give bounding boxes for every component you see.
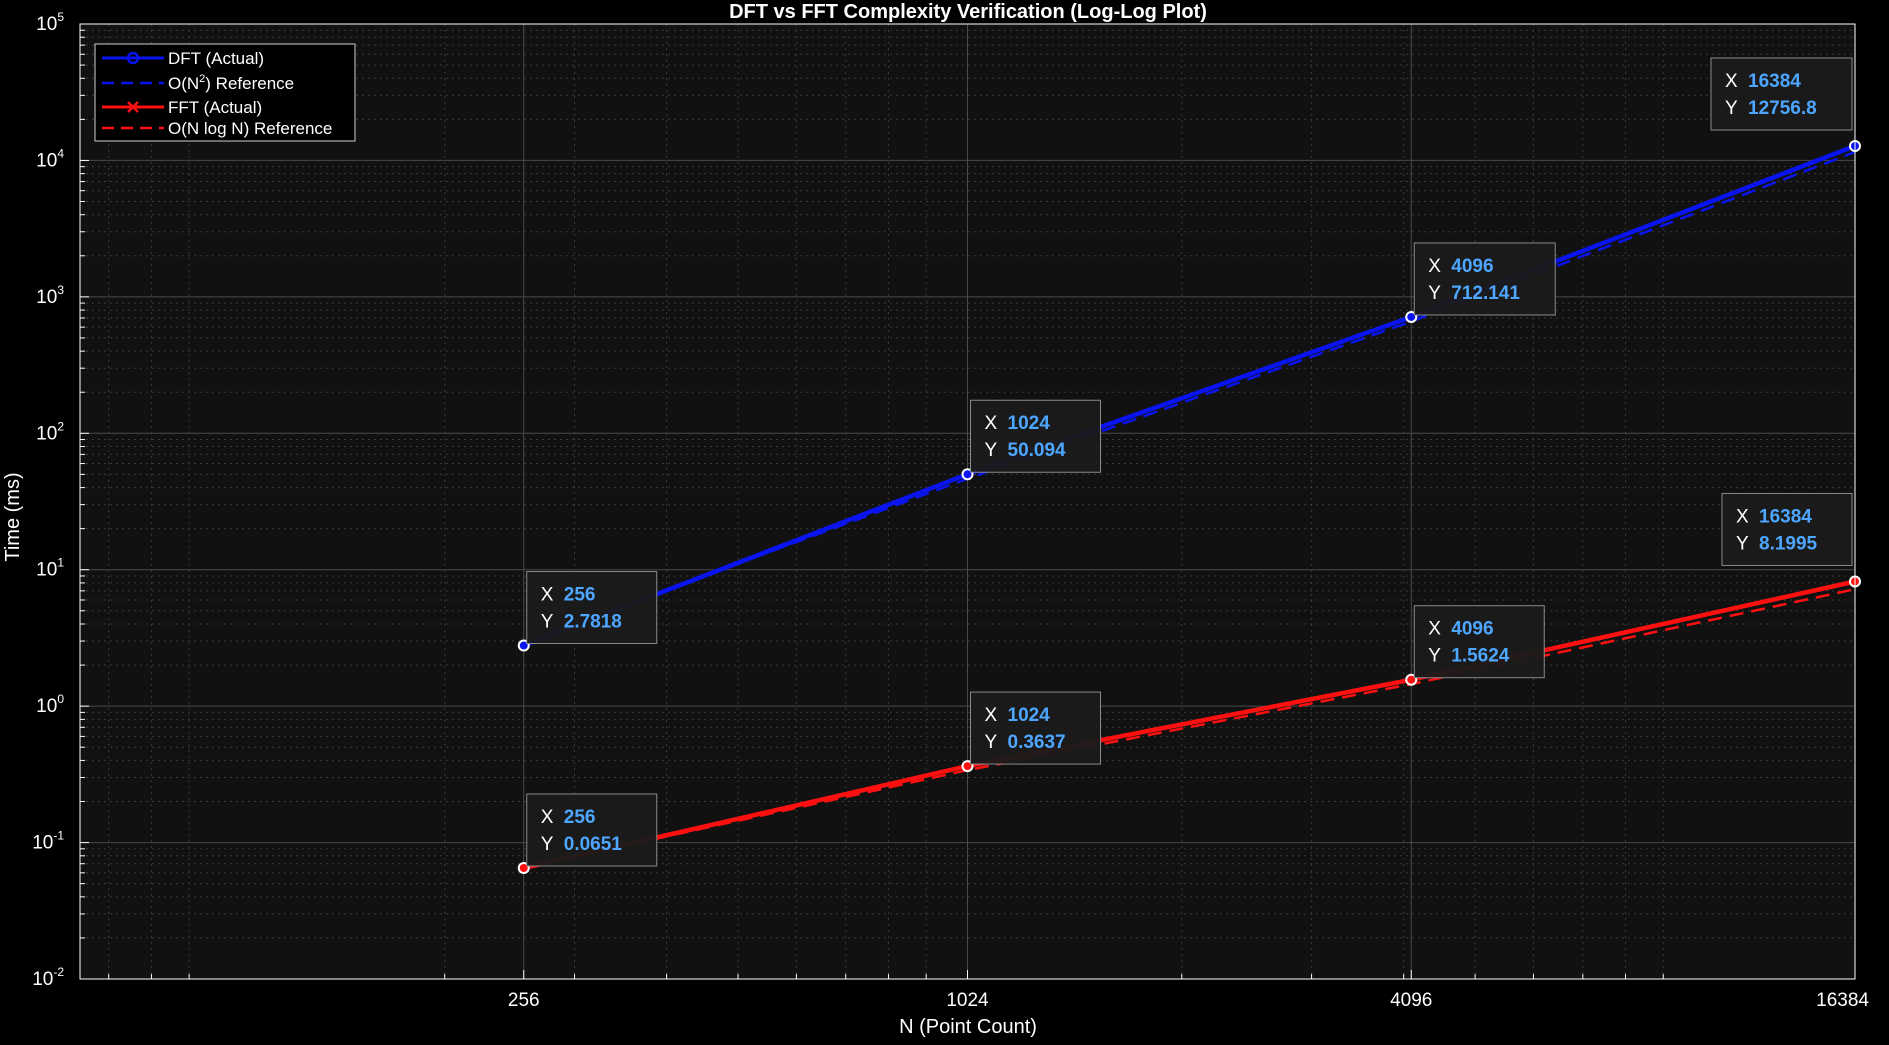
datatip-y-value: 1.5624 [1451, 646, 1510, 667]
x-tick-label: 256 [508, 990, 540, 1011]
datatip-y-value: 12756.8 [1748, 98, 1817, 119]
y-tick-label: 103 [36, 283, 64, 308]
datatip-y-label: Y [1736, 533, 1749, 554]
datatip[interactable]: X 4096 Y 712.141 [1413, 242, 1556, 316]
legend-entry-fft: FFT (Actual) [168, 98, 262, 117]
datatip-y-value: 8.1995 [1759, 533, 1818, 554]
datatip-x-label: X [1428, 256, 1441, 277]
datatip-x-value: 4096 [1451, 256, 1493, 277]
y-tick-label: 105 [36, 10, 64, 35]
datatip[interactable]: X 16384 Y 8.1995 [1721, 492, 1853, 566]
datatip[interactable]: X 1024 Y 50.094 [970, 399, 1101, 473]
y-tick-label: 100 [36, 692, 64, 717]
y-axis-label: Time (ms) [2, 472, 24, 561]
datatip-box [1413, 242, 1556, 316]
datatip[interactable]: X 16384 Y 12756.8 [1710, 57, 1853, 131]
datatip-x-value: 256 [564, 807, 596, 828]
datatip-x-value: 4096 [1451, 619, 1493, 640]
legend-entry-nlogn: O(N log N) Reference [168, 119, 332, 138]
y-tick-label: 104 [36, 146, 64, 171]
datatip-y-label: Y [1725, 98, 1738, 119]
x-tick-label: 1024 [946, 990, 989, 1011]
datatip-x-value: 1024 [1008, 413, 1051, 434]
x-tick-label: 4096 [1390, 990, 1432, 1011]
datatip-y-label: Y [541, 834, 554, 855]
chart-title: DFT vs FFT Complexity Verification (Log-… [729, 1, 1207, 23]
datatip-box [1710, 57, 1853, 131]
y-tick-label: 101 [36, 556, 64, 581]
legend-marker-fft [127, 101, 139, 113]
y-tick-label: 102 [36, 419, 64, 444]
datatip-y-label: Y [1428, 646, 1441, 667]
x-axis-label: N (Point Count) [899, 1016, 1037, 1038]
series-line-o-n-reference [523, 150, 1856, 645]
datatip-x-value: 16384 [1759, 506, 1812, 527]
x-tick-labels: 256 1024 4096 16384 [508, 990, 1870, 1011]
datatip-box [970, 691, 1101, 765]
datatip[interactable]: X 256 Y 2.7818 [526, 571, 658, 645]
datatip[interactable]: X 4096 Y 1.5624 [1413, 605, 1545, 679]
datatip-box [970, 399, 1101, 473]
datatip-y-value: 0.0651 [564, 834, 623, 855]
datatip-box [526, 571, 658, 645]
y-tick-label: 10-2 [32, 965, 64, 990]
datatip-x-label: X [1736, 506, 1749, 527]
datatip-y-label: Y [541, 612, 554, 633]
datatip-x-value: 16384 [1748, 71, 1801, 92]
datatip-box [1721, 492, 1853, 566]
datatip-y-label: Y [985, 440, 998, 461]
tick-marks [80, 23, 1856, 980]
minor-grid [80, 24, 1855, 979]
datatip-x-label: X [985, 705, 998, 726]
datatip-x-label: X [1725, 71, 1738, 92]
legend-entry-dft: DFT (Actual) [168, 49, 264, 68]
x-tick-label: 16384 [1816, 990, 1869, 1011]
y-tick-labels: 10-2 10-1 100 101 102 103 104 105 [32, 10, 64, 990]
marker-layer [517, 140, 1861, 875]
y-tick-label: 10-1 [32, 829, 64, 854]
datatip-box [1413, 605, 1545, 679]
datatip-x-label: X [541, 807, 554, 828]
datatip[interactable]: X 256 Y 0.0651 [526, 793, 658, 867]
datatip-y-value: 712.141 [1451, 283, 1520, 304]
legend[interactable]: DFT (Actual) O(N2) Reference FFT (Actual… [94, 43, 356, 142]
datatip[interactable]: X 1024 Y 0.3637 [970, 691, 1101, 765]
datatip-x-label: X [541, 585, 554, 606]
datatip-x-label: X [985, 413, 998, 434]
datatip-y-value: 50.094 [1008, 440, 1067, 461]
datatip-box [526, 793, 658, 867]
series-layer [522, 143, 1856, 871]
datatip-x-value: 256 [564, 585, 596, 606]
datatip-y-label: Y [985, 732, 998, 753]
datatip-x-label: X [1428, 619, 1441, 640]
datatip-layer: X 256 Y 2.7818 X 1024 Y 50.094 X 4096 Y 712.141 X 163… [526, 57, 1853, 867]
series-line-dft-actual [522, 143, 1856, 648]
legend-entry-n2: O(N2) Reference [168, 73, 294, 93]
legend-marker-dft [126, 51, 140, 65]
series-line-fft-actual [523, 579, 1856, 871]
datatip-y-label: Y [1428, 283, 1441, 304]
datatip-x-value: 1024 [1008, 705, 1051, 726]
datatip-y-value: 2.7818 [564, 612, 622, 633]
datatip-y-value: 0.3637 [1008, 732, 1066, 753]
